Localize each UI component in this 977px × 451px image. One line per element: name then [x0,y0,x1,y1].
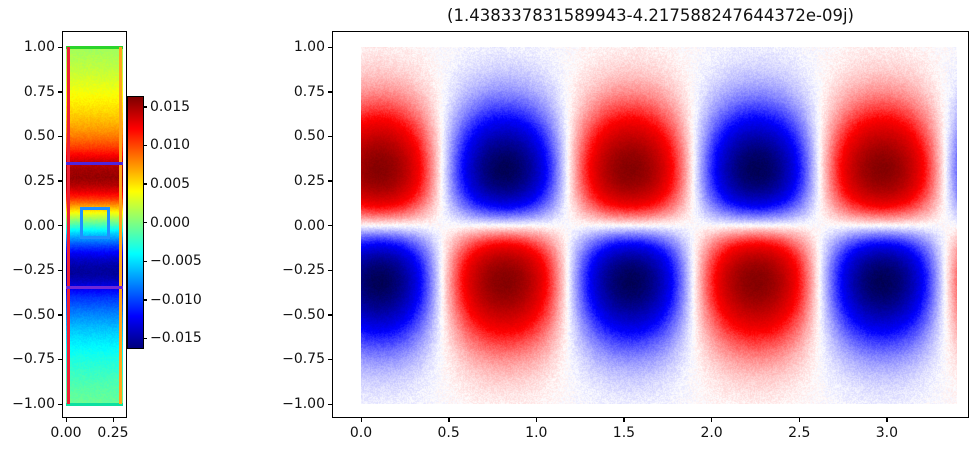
tick-mark [623,418,625,422]
left-ytick-label: 0.50 [23,128,55,145]
right-ytick-label: 0.50 [293,128,325,145]
left-ytick-label: −1.00 [12,396,55,412]
left-heatmap-canvas [66,47,123,404]
right-ytick-label: −0.75 [282,351,325,368]
left-xtick-label: 0.25 [97,425,129,441]
tick-mark [143,183,147,185]
tick-mark [328,403,332,405]
left-ytick-label: 0.00 [23,217,55,234]
tick-mark [58,314,62,316]
right-ytick-label: 0.75 [293,83,325,100]
tick-mark [711,418,713,422]
tick-mark [58,91,62,93]
right-ytick-label: −0.50 [282,306,325,323]
left-ytick-label: 1.00 [23,39,55,55]
tick-mark [143,222,147,224]
tick-mark [328,269,332,272]
colorbar-tick-label: 0.015 [150,98,191,115]
upper-interface-line [66,162,123,166]
colorbar-tick-label: −0.015 [150,330,202,347]
left-ytick-label: −0.50 [12,306,55,323]
right-xtick-label: 0.0 [349,425,373,441]
tick-mark [328,180,332,182]
tick-mark [58,225,62,227]
bottom-boundary-line [66,402,123,406]
tick-mark [58,403,62,405]
left-wall-line [66,47,70,404]
colorbar-canvas [128,97,143,348]
left-ytick-label: 0.75 [23,83,55,100]
tick-mark [328,46,332,48]
probe-rectangle [80,206,111,239]
tick-mark [58,358,62,361]
right-ytick-label: 0.00 [293,217,325,234]
colorbar-frame [127,96,144,349]
plot-title: (1.438337831589943-4.217588247644372e-09… [447,6,854,25]
right-wall-line [119,47,123,404]
tick-mark [58,46,62,48]
tick-mark [328,358,332,361]
tick-mark [328,135,332,138]
right-ytick-label: 1.00 [293,39,325,55]
right-xtick-label: 1.0 [525,425,548,441]
right-ytick-label: −0.25 [282,262,325,279]
tick-mark [58,180,62,182]
right-xtick-label: 3.0 [875,425,899,441]
mode-heatmap-canvas [361,47,957,404]
colorbar-tick-label: −0.010 [150,291,202,308]
left-ytick-label: −0.25 [12,262,55,279]
tick-mark [58,135,62,138]
colorbar-tick-label: 0.005 [150,175,191,192]
lower-interface-line [66,285,123,289]
colorbar-tick-label: 0.000 [150,214,191,231]
tick-mark [798,418,801,422]
right-ytick-label: 0.25 [293,172,325,189]
right-xtick-label: 0.5 [437,425,460,441]
right-xtick-label: 2.5 [788,425,811,441]
tick-mark [143,260,147,262]
tick-mark [328,314,332,316]
tick-mark [143,337,147,340]
tick-mark [112,418,114,422]
left-ytick-label: 0.25 [23,172,55,189]
tick-mark [328,91,332,93]
right-ytick-label: −1.00 [282,396,325,412]
right-xtick-label: 2.0 [700,425,723,441]
tick-mark [328,225,332,227]
left-xtick-label: 0.00 [50,425,82,441]
colorbar-tick-label: −0.005 [150,253,202,270]
right-xtick-label: 1.5 [612,425,636,441]
tick-mark [143,106,147,108]
tick-mark [65,418,67,422]
tick-mark [535,418,538,422]
tick-mark [360,418,362,422]
colorbar-tick-label: 0.010 [150,137,191,154]
tick-mark [886,418,888,422]
top-boundary-line [66,45,123,49]
tick-mark [143,144,147,147]
tick-mark [58,269,62,272]
tick-mark [448,418,450,422]
tick-mark [143,299,147,301]
left-ytick-label: −0.75 [12,351,55,368]
